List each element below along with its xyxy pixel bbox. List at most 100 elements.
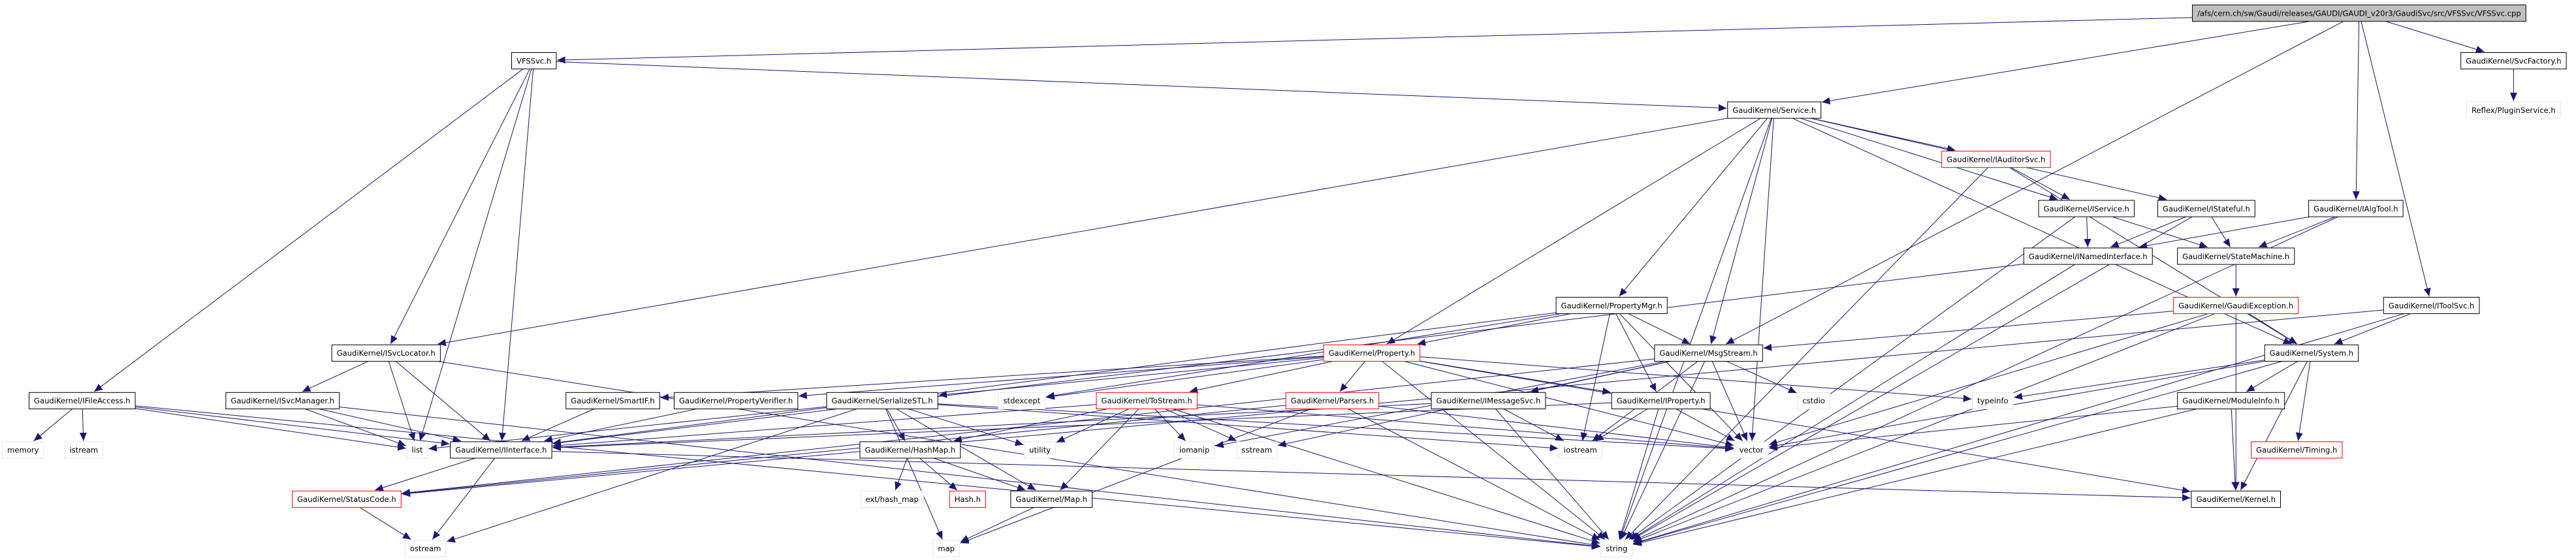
edge xyxy=(447,409,857,543)
edge xyxy=(1620,361,1706,540)
edge xyxy=(390,69,530,345)
edge xyxy=(2139,216,2310,249)
node-box xyxy=(1941,150,2051,168)
edge xyxy=(1769,360,2265,450)
edge xyxy=(1618,409,1659,540)
node-label: GaudiKernel/Timing.h xyxy=(2256,446,2337,455)
node-box xyxy=(225,392,340,410)
edge xyxy=(2112,216,2208,249)
edge xyxy=(1197,404,1734,452)
node-label: string xyxy=(1606,544,1627,553)
node-box xyxy=(2157,200,2255,217)
edge xyxy=(895,458,908,491)
edge xyxy=(499,69,534,441)
edge xyxy=(1629,216,2076,540)
node-box xyxy=(2023,247,2153,265)
node-box xyxy=(1972,392,2014,410)
node-label: GaudiKernel/Parsers.h xyxy=(1291,396,1374,405)
node-box xyxy=(1323,344,1421,362)
edge xyxy=(552,264,2024,446)
edge xyxy=(1628,313,1691,345)
edge xyxy=(1763,311,2174,351)
node-label: map xyxy=(938,544,955,553)
edge xyxy=(1420,360,1611,395)
node-label: GaudiKernel/SmartIF.h xyxy=(571,396,654,405)
node-label: stdexcept xyxy=(1004,396,1041,405)
edge xyxy=(302,361,369,392)
edge xyxy=(1619,118,1772,540)
node-label: GaudiKernel/IInterface.h xyxy=(455,446,547,455)
edge xyxy=(1378,405,1734,451)
edge xyxy=(2231,409,2239,491)
edge xyxy=(556,61,1727,112)
edge xyxy=(1382,361,1606,540)
node-label: utility xyxy=(1029,446,1051,455)
edge xyxy=(432,458,496,540)
node-box xyxy=(1555,296,1668,315)
node-label: GaudiKernel/HashMap.h xyxy=(865,446,955,455)
edge xyxy=(1625,167,1988,540)
edge xyxy=(1619,117,1768,297)
node-label: GaudiKernel/IFileAccess.h xyxy=(34,396,131,405)
node-box xyxy=(450,441,552,459)
edge xyxy=(2084,217,2091,247)
edge xyxy=(953,409,1107,443)
edge xyxy=(402,358,1655,496)
node-label: GaudiKernel/ToStream.h xyxy=(1102,396,1192,405)
node-box xyxy=(1797,392,1830,410)
edge xyxy=(2334,313,2411,345)
node-box xyxy=(565,392,660,410)
node-box xyxy=(2192,5,2526,22)
edge xyxy=(2248,313,2298,345)
node-box xyxy=(331,344,441,362)
edge xyxy=(319,409,462,443)
node-label: sstream xyxy=(1241,446,1272,455)
edge xyxy=(1495,409,1610,540)
edge xyxy=(1619,313,1743,441)
edge xyxy=(2258,216,2336,248)
node-box xyxy=(1654,344,1763,362)
node-label: VFSSvc.h xyxy=(517,56,551,65)
node-box xyxy=(2177,392,2285,410)
edge xyxy=(2009,167,2297,345)
node-label: GaudiKernel/PropertyVerifier.h xyxy=(679,396,793,405)
node-box xyxy=(1727,101,1822,119)
node-box xyxy=(1558,441,1602,459)
edge xyxy=(1348,409,1600,540)
edge xyxy=(2361,21,2431,297)
node-box xyxy=(859,441,961,459)
edge xyxy=(1172,409,1600,544)
edge xyxy=(1800,117,2058,201)
node-label: GaudiKernel/IService.h xyxy=(2044,204,2129,213)
node-label: GaudiKernel/IMessageSvc.h xyxy=(1437,396,1541,405)
edge xyxy=(135,406,450,447)
node-box xyxy=(2383,296,2480,315)
node-box xyxy=(673,392,799,410)
edge xyxy=(1060,409,1139,491)
node-label: GaudiKernel/StateMachine.h xyxy=(2182,252,2289,261)
edge xyxy=(2211,216,2231,247)
edge xyxy=(885,409,943,540)
edge xyxy=(1769,405,2178,451)
edge xyxy=(552,402,1612,452)
node-label: GaudiKernel/ISvcLocator.h xyxy=(337,349,436,358)
edge xyxy=(93,69,524,392)
edge xyxy=(1749,118,1774,441)
edge xyxy=(1165,409,1237,442)
edge xyxy=(79,409,87,441)
edge xyxy=(1386,117,1761,345)
edge xyxy=(1769,313,2209,446)
edge xyxy=(135,405,1600,550)
edge xyxy=(359,507,411,540)
edge xyxy=(1420,356,1972,402)
node-label: GaudiKernel/IToolSvc.h xyxy=(2389,301,2475,310)
node-label: Hash.h xyxy=(955,495,981,504)
edge xyxy=(135,408,406,451)
edge xyxy=(437,117,1728,347)
edge xyxy=(1056,409,1130,443)
node-label: GaudiKernel/IAuditorSvc.h xyxy=(1947,155,2045,164)
edge xyxy=(1811,117,1956,152)
node-label: vector xyxy=(1740,446,1764,455)
node-box xyxy=(826,392,938,410)
node-box xyxy=(1173,441,1215,459)
